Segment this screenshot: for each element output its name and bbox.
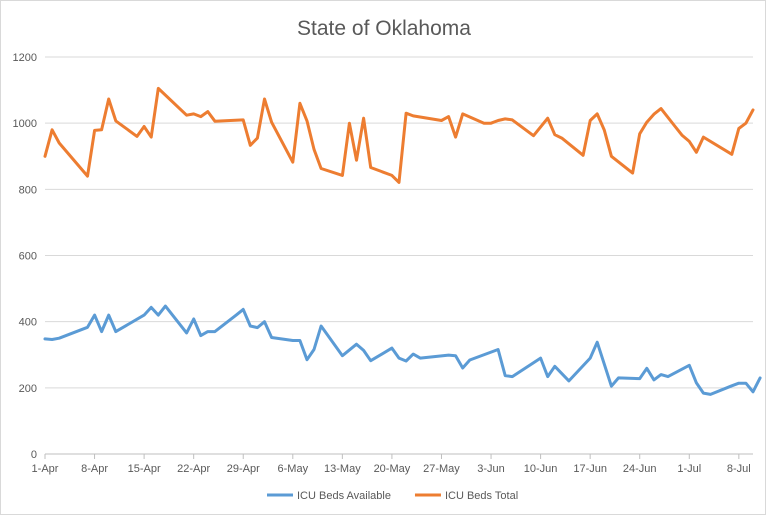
- x-tick-label: 13-May: [324, 463, 361, 475]
- x-tick-label: 8-Apr: [81, 463, 108, 475]
- x-tick-label: 22-Apr: [177, 463, 210, 475]
- series-lines: [43, 86, 762, 396]
- x-tick-label: 20-May: [374, 463, 411, 475]
- x-tick-label: 3-Jun: [477, 463, 505, 475]
- x-tick-label: 1-Jul: [677, 463, 701, 475]
- legend-label: ICU Beds Total: [445, 490, 518, 502]
- y-tick-label: 200: [19, 383, 37, 395]
- y-tick-label: 600: [19, 251, 37, 263]
- legend-label: ICU Beds Available: [297, 490, 391, 502]
- y-tick-label: 0: [31, 449, 37, 461]
- x-tick-label: 27-May: [423, 463, 460, 475]
- x-tick-label: 10-Jun: [524, 463, 558, 475]
- x-tick-label: 24-Jun: [623, 463, 657, 475]
- series-line-icu-beds-total: [43, 86, 755, 184]
- y-tick-label: 1200: [13, 52, 37, 64]
- x-tick-label: 29-Apr: [227, 463, 260, 475]
- series-line-icu-beds-available: [43, 304, 762, 396]
- x-axis-tick-labels: 1-Apr 8-Apr 15-Apr 22-Apr 29-Apr 6-May 13-May 2…: [32, 454, 751, 475]
- y-tick-label: 400: [19, 317, 37, 329]
- x-tick-label: 17-Jun: [573, 463, 607, 475]
- gridlines: [45, 56, 753, 455]
- y-tick-label: 800: [19, 184, 37, 196]
- x-tick-label: 6-May: [278, 463, 309, 475]
- y-axis-tick-labels: 0 200 400 600 800 1000 1200: [13, 52, 37, 461]
- x-tick-label: 15-Apr: [128, 463, 161, 475]
- x-tick-label: 1-Apr: [32, 463, 59, 475]
- chart-title: State of Oklahoma: [297, 17, 471, 40]
- y-tick-label: 1000: [13, 118, 37, 130]
- legend: ICU Beds Available ICU Beds Total: [267, 490, 518, 502]
- x-tick-label: 8-Jul: [727, 463, 751, 475]
